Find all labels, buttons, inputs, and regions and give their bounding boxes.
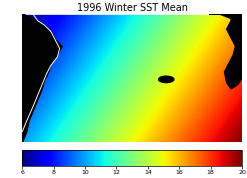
Title: 1996 Winter SST Mean: 1996 Winter SST Mean <box>77 3 188 14</box>
Polygon shape <box>22 14 62 142</box>
Polygon shape <box>22 14 62 142</box>
Polygon shape <box>159 76 174 83</box>
Polygon shape <box>225 14 242 89</box>
Polygon shape <box>22 14 62 142</box>
Polygon shape <box>209 14 242 29</box>
